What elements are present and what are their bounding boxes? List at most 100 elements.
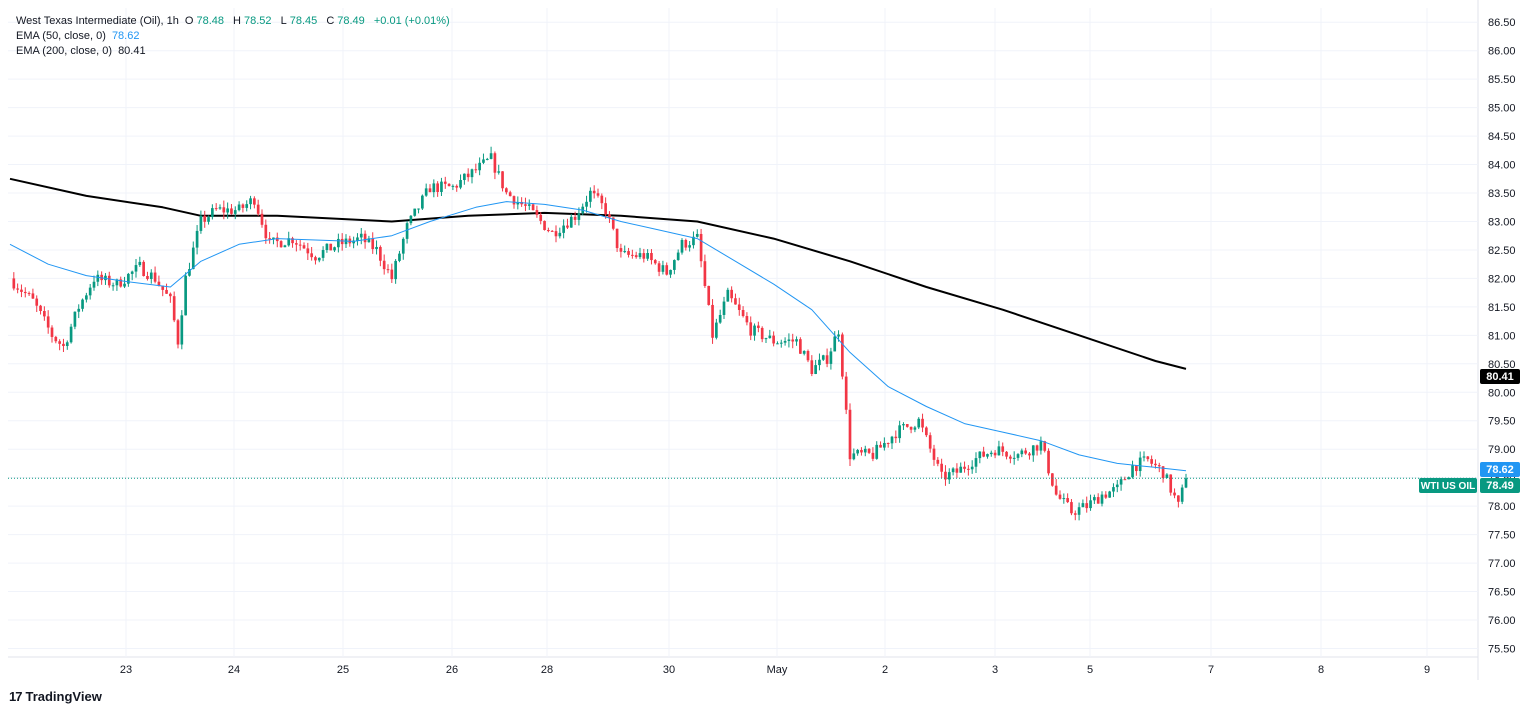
candle-body [764,338,768,340]
candle-body [501,171,504,189]
candle-body [1058,494,1062,499]
candle-body [157,281,161,286]
candle-body [986,454,989,457]
candle-body [566,225,569,228]
candle-body [424,188,428,196]
candle-body [753,325,756,336]
candle-body [31,293,35,299]
price-tick-label: 78.00 [1488,501,1516,513]
price-tick-label: 81.50 [1488,302,1516,314]
candle-body [928,435,932,449]
candle-body [272,237,275,240]
candle-body [978,451,982,459]
candle-body [165,289,168,294]
candle-body [149,272,153,279]
candle-body [814,365,817,374]
candle-body [802,351,806,354]
candle-body [806,351,810,361]
candle-body [43,311,46,317]
candle-body [745,316,749,323]
candle-body [180,315,184,345]
candle-body [287,238,291,246]
candle-body [88,287,92,296]
candle-body [734,298,737,305]
candle-body [478,162,481,171]
candle-body [1089,500,1092,509]
candle-body [295,243,298,245]
candle-body [1039,441,1043,451]
candle-body [1146,456,1150,460]
candle-body [474,169,478,171]
candle-body [1020,450,1024,455]
candle-body [146,276,149,279]
symbol-row[interactable]: West Texas Intermediate (Oil), 1h O 78.48… [16,14,453,29]
time-axis[interactable]: 23 24 25 26 28 30 May 2 3 5 7 8 9 [120,664,1430,676]
candle-body [844,376,848,410]
candle-body [848,409,852,460]
candle-body [600,195,604,204]
candle-body [409,215,413,224]
tradingview-brand[interactable]: 17 TradingView [9,689,102,704]
candle-body [325,243,329,251]
candle-body [787,339,791,341]
candle-body [188,269,191,276]
candle-body [317,257,321,261]
candle-body [650,253,653,261]
candle-body [818,359,821,366]
candle-body [1085,503,1089,509]
ema50-tag-bg [1480,462,1520,477]
ema200-legend-row[interactable]: EMA (200, close, 0) 80.41 [16,44,453,59]
candle-body [123,283,126,287]
candle-body [562,225,565,233]
tradingview-logo-icon: 17 [9,689,23,704]
candle-body [676,252,680,261]
candle-body [661,265,665,272]
candle-body [390,269,394,280]
candle-body [974,458,978,467]
time-tick-label: 24 [228,664,240,676]
candle-body [711,304,714,338]
candle-body [902,424,905,426]
candle-body [795,339,798,342]
candle-body [947,472,951,480]
candle-body [1096,497,1100,504]
candle-body [913,427,917,430]
candle-body [375,246,378,250]
ema-50-line [9,201,1187,472]
candle-body [680,239,684,253]
candle-body [195,230,199,248]
candle-body [111,285,115,287]
candle-body [634,255,638,258]
ema200-value: 80.41 [118,45,146,57]
candle-body [856,450,859,454]
candle-body [283,245,287,248]
candle-body [505,188,508,193]
candle-body [222,207,226,213]
candle-body [657,263,661,272]
candle-body [695,233,699,237]
candle-body [741,309,745,317]
candle-body [527,204,531,206]
ema-50-path [9,201,1187,472]
candle-body [715,322,718,338]
time-tick-label: 2 [882,664,888,676]
candle-body [12,278,16,289]
candle-body [1016,454,1020,458]
candle-body [722,301,726,315]
ema200-tag: 80.41 [1486,371,1514,383]
candle-body [256,204,260,214]
candle-body [997,446,1001,456]
price-tick-label: 84.00 [1488,160,1516,172]
candle-body [589,190,592,202]
candle-body [1001,446,1005,452]
price-tick-label: 82.50 [1488,245,1516,257]
candle-body [333,247,336,251]
candle-body [39,305,42,312]
candle-body [447,183,451,187]
symbol-title[interactable]: West Texas Intermediate (Oil), 1h [16,15,179,27]
price-axis[interactable]: 86.50 86.00 85.50 85.00 84.50 84.00 83.50 83.00… [1488,17,1516,655]
ema50-legend-row[interactable]: EMA (50, close, 0) 78.62 [16,29,453,44]
candle-body [337,238,340,248]
candle-body [1104,494,1108,498]
